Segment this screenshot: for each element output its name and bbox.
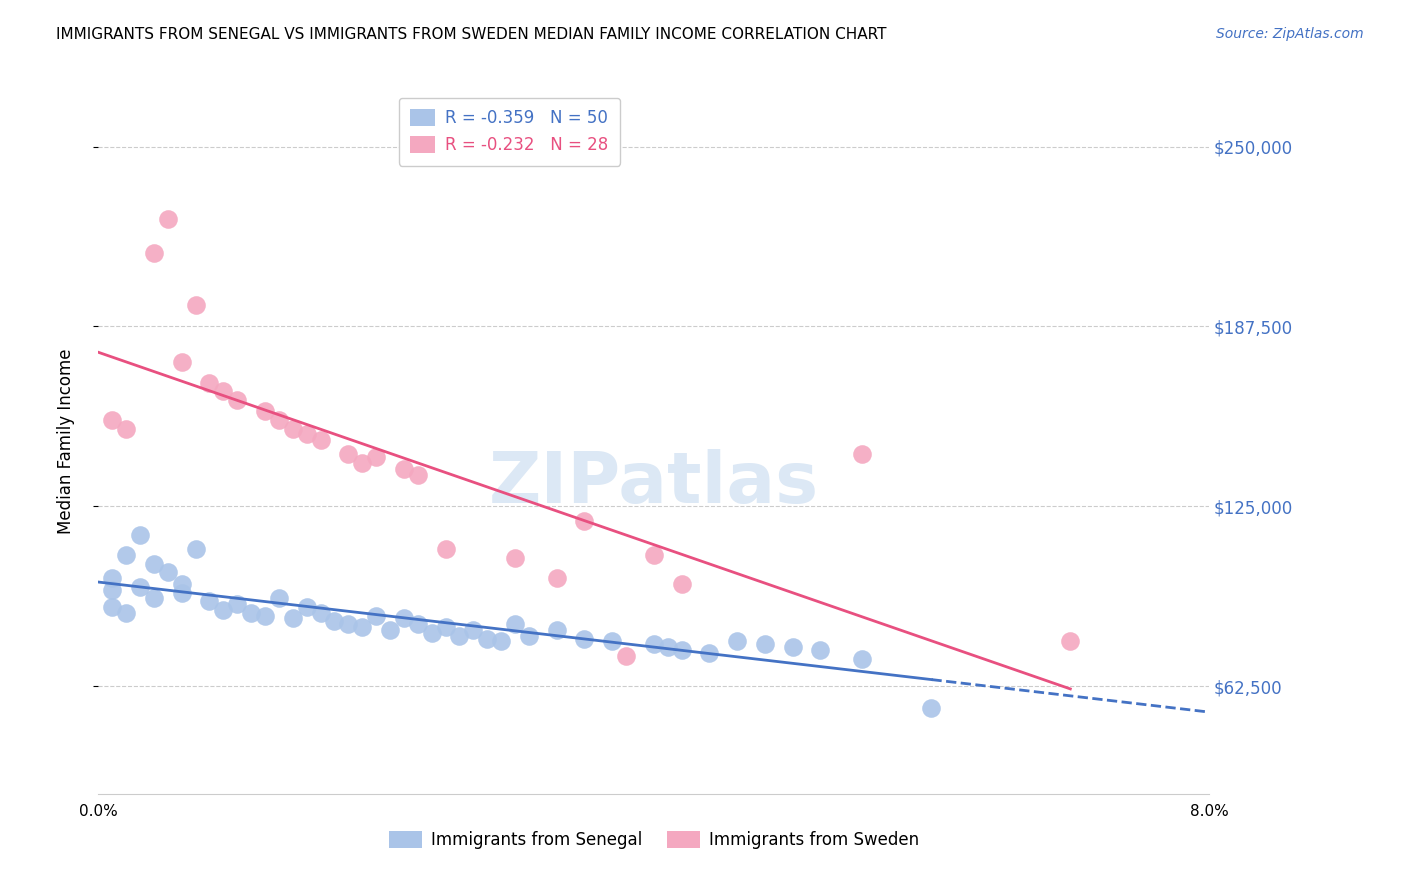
Point <box>546 571 568 585</box>
Point <box>309 606 332 620</box>
Point <box>337 448 360 462</box>
Point <box>184 298 207 312</box>
Point <box>115 548 138 562</box>
Point <box>517 629 540 643</box>
Point <box>253 608 276 623</box>
Point <box>1059 634 1081 648</box>
Point <box>143 246 166 260</box>
Point <box>337 617 360 632</box>
Point <box>281 421 304 435</box>
Point <box>503 617 526 632</box>
Point <box>406 617 429 632</box>
Point <box>614 648 637 663</box>
Point <box>699 646 721 660</box>
Point <box>309 433 332 447</box>
Point <box>253 404 276 418</box>
Text: Source: ZipAtlas.com: Source: ZipAtlas.com <box>1216 27 1364 41</box>
Point <box>115 421 138 435</box>
Point <box>198 594 221 608</box>
Point <box>295 427 318 442</box>
Point <box>184 542 207 557</box>
Point <box>643 637 665 651</box>
Point <box>434 620 457 634</box>
Point <box>574 632 596 646</box>
Point <box>352 456 374 470</box>
Point <box>392 462 415 476</box>
Point <box>574 514 596 528</box>
Point <box>503 551 526 566</box>
Point <box>643 548 665 562</box>
Point <box>366 450 388 465</box>
Point <box>810 643 832 657</box>
Point <box>101 582 124 597</box>
Point <box>212 603 235 617</box>
Point <box>156 566 179 580</box>
Text: ZIPatlas: ZIPatlas <box>489 450 818 518</box>
Legend: Immigrants from Senegal, Immigrants from Sweden: Immigrants from Senegal, Immigrants from… <box>382 824 925 856</box>
Point <box>851 651 873 665</box>
Point <box>378 623 401 637</box>
Point <box>782 640 804 655</box>
Point <box>366 608 388 623</box>
Point <box>101 599 124 614</box>
Point <box>198 376 221 390</box>
Point <box>212 384 235 399</box>
Point <box>600 634 623 648</box>
Point <box>226 597 249 611</box>
Point <box>546 623 568 637</box>
Point <box>240 606 263 620</box>
Point <box>754 637 776 651</box>
Point <box>489 634 512 648</box>
Point <box>725 634 748 648</box>
Point <box>156 211 179 226</box>
Point <box>671 643 693 657</box>
Point <box>449 629 471 643</box>
Point <box>101 413 124 427</box>
Point <box>143 591 166 606</box>
Point <box>170 577 193 591</box>
Point <box>170 355 193 369</box>
Point <box>406 467 429 482</box>
Point <box>851 448 873 462</box>
Point <box>226 392 249 407</box>
Point <box>463 623 485 637</box>
Point <box>295 599 318 614</box>
Point <box>323 615 346 629</box>
Point <box>281 611 304 625</box>
Point <box>267 591 290 606</box>
Point <box>352 620 374 634</box>
Text: IMMIGRANTS FROM SENEGAL VS IMMIGRANTS FROM SWEDEN MEDIAN FAMILY INCOME CORRELATI: IMMIGRANTS FROM SENEGAL VS IMMIGRANTS FR… <box>56 27 887 42</box>
Point <box>434 542 457 557</box>
Point <box>475 632 499 646</box>
Point <box>170 585 193 599</box>
Point <box>671 577 693 591</box>
Point <box>920 700 942 714</box>
Point <box>420 625 443 640</box>
Y-axis label: Median Family Income: Median Family Income <box>56 349 75 534</box>
Point <box>657 640 679 655</box>
Point <box>143 557 166 571</box>
Point <box>115 606 138 620</box>
Point <box>101 571 124 585</box>
Point <box>129 528 152 542</box>
Point <box>267 413 290 427</box>
Point <box>392 611 415 625</box>
Point <box>129 580 152 594</box>
